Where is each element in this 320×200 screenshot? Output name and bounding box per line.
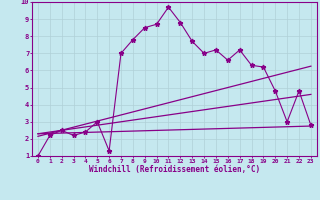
X-axis label: Windchill (Refroidissement éolien,°C): Windchill (Refroidissement éolien,°C) bbox=[89, 165, 260, 174]
